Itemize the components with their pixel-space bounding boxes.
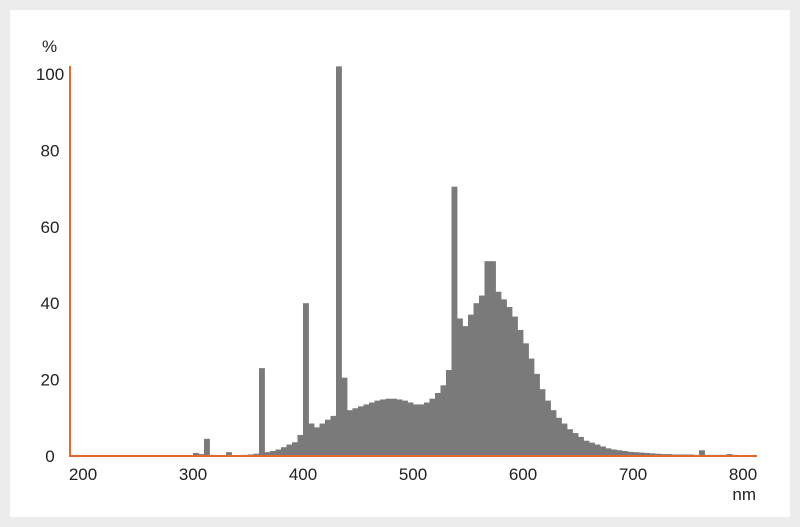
spectrum-bar <box>341 377 348 456</box>
spectrum-bar <box>319 423 326 456</box>
spectrum-bar <box>424 402 430 456</box>
spectrum-bar <box>605 448 612 456</box>
spectrum-bar <box>495 291 502 456</box>
spectrum-bar <box>468 314 474 456</box>
spectrum-bar <box>649 453 656 456</box>
spectrum-bar <box>556 417 562 456</box>
spectrum-bar <box>534 373 540 456</box>
y-tick-label: 0 <box>45 447 54 466</box>
spectrum-bar <box>418 404 425 456</box>
spectrum-bar <box>479 295 485 456</box>
spectrum-bar <box>506 307 513 456</box>
spectrum-bar <box>594 444 601 456</box>
spectrum-bar <box>363 404 370 456</box>
spectrum-bar <box>336 66 342 457</box>
spectrum-bar <box>413 404 419 456</box>
spectrum-bar <box>292 442 298 456</box>
spectrum-bar <box>429 398 436 456</box>
spectrum-bar <box>539 389 546 456</box>
x-tick-label: 600 <box>509 465 537 484</box>
spectrum-bar <box>314 427 320 456</box>
x-tick-label: 500 <box>399 465 427 484</box>
spectrum-bar <box>490 261 496 456</box>
spectrum-bar <box>462 326 469 456</box>
spectrum-bar <box>253 453 260 456</box>
spectrum-bar <box>204 438 210 456</box>
spectrum-bar <box>545 400 551 456</box>
spectrum-bar <box>270 451 276 456</box>
spectrum-bar <box>578 436 584 456</box>
spectrum-bar <box>369 402 375 456</box>
x-axis-unit-label: nm <box>732 485 756 504</box>
x-tick-label: 800 <box>729 465 757 484</box>
spectrum-bar <box>655 453 661 456</box>
spectrum-bar <box>391 398 397 456</box>
spectrum-bar <box>484 261 491 456</box>
chart-panel: 0 20 40 60 80 100 200 300 400 500 600 700 800 % nm <box>10 10 790 517</box>
spectrum-bar <box>699 450 705 456</box>
y-tick-label: 100 <box>36 65 64 84</box>
spectrum-bar <box>473 303 480 456</box>
spectrum-bar <box>616 450 623 456</box>
spectrum-bar <box>600 446 606 456</box>
y-tick-label: 40 <box>41 294 60 313</box>
x-tick-label: 700 <box>619 465 647 484</box>
spectrum-bar <box>380 399 386 456</box>
axes-layer <box>69 66 757 457</box>
spectrum-bar <box>501 299 507 456</box>
spectrum-bar <box>402 400 408 456</box>
spectrum-bar <box>193 452 199 456</box>
spectrum-bar <box>512 316 518 456</box>
spectrum-bar <box>281 447 287 456</box>
spectrum-bar <box>286 444 293 456</box>
spectrum-bar <box>358 406 364 456</box>
spectrum-bar <box>385 398 392 456</box>
spectrum-bar <box>275 449 282 456</box>
y-tick-label: 60 <box>41 218 60 237</box>
spectrum-bar <box>330 415 337 456</box>
spectrum-bar <box>264 452 271 456</box>
spectrum-bar <box>446 370 452 456</box>
spectrum-bar <box>589 442 595 456</box>
spectrum-bar <box>644 452 650 456</box>
spectrum-bar <box>572 433 579 456</box>
spectrum-bar <box>303 303 309 456</box>
spectrum-bar <box>550 410 557 456</box>
y-tick-label: 80 <box>41 141 60 160</box>
spectrum-bar <box>259 368 265 456</box>
spectrum-bar <box>374 400 381 456</box>
y-tick-label: 20 <box>41 371 60 390</box>
x-tick-label: 300 <box>179 465 207 484</box>
spectrum-bar <box>517 329 524 456</box>
spectrum-bar <box>528 358 535 456</box>
y-axis-unit-label: % <box>42 37 57 56</box>
spectrum-bar <box>451 186 458 456</box>
spectrum-bar <box>567 429 573 456</box>
spectrum-chart: 0 20 40 60 80 100 200 300 400 500 600 700 800 % nm <box>36 37 757 504</box>
x-tick-label: 200 <box>69 465 97 484</box>
spectrum-bar <box>638 452 645 456</box>
spectrum-bar <box>440 385 447 456</box>
tick-labels-layer: 0 20 40 60 80 100 200 300 400 500 600 700 800 <box>36 65 757 484</box>
spectrum-bar <box>407 402 414 456</box>
spectrum-bar <box>627 451 634 456</box>
spectrum-bar <box>583 440 590 456</box>
spectrum-bar <box>622 451 628 456</box>
bars-layer <box>193 66 749 457</box>
spectrum-bar <box>308 423 315 456</box>
spectrum-bar <box>297 434 304 456</box>
spectrum-bar <box>325 419 331 456</box>
spectrum-bar <box>523 343 529 456</box>
spectrum-bar <box>435 392 441 456</box>
spectrum-bar <box>347 410 353 456</box>
spectrum-bar <box>457 318 463 456</box>
spectrum-bar <box>226 452 232 456</box>
spectrum-bar <box>352 408 359 456</box>
x-tick-label: 400 <box>289 465 317 484</box>
spectrum-bar <box>396 399 403 456</box>
spectrum-bar <box>633 452 639 456</box>
spectrum-bar <box>561 423 568 456</box>
spectrum-bar <box>611 449 617 456</box>
